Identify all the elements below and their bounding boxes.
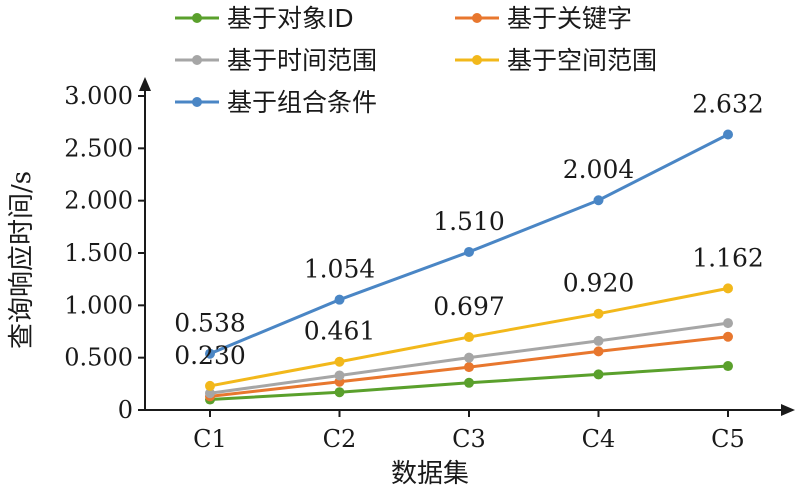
data-point — [723, 283, 733, 294]
data-label: 2.632 — [692, 90, 764, 119]
data-point — [593, 346, 604, 357]
data-point — [334, 294, 345, 305]
data-point — [723, 331, 733, 342]
data-point — [593, 195, 604, 206]
x-axis-arrow — [781, 404, 795, 416]
data-labels: 0.538 1.054 1.510 2.004 2.632 0.230 0.461 0.697… — [174, 90, 764, 370]
y-tick-label: 2.500 — [64, 134, 133, 162]
data-point — [464, 362, 474, 373]
axes: 0 0.500 1.000 1.500 2.000 2.500 3.000 C1 C2 C3 C4 C… — [64, 77, 795, 453]
data-label: 0.230 — [174, 341, 246, 370]
data-point — [464, 352, 474, 363]
legend-swatch-marker — [192, 55, 202, 65]
legend-label: 基于时间范围 — [227, 46, 377, 75]
y-tick-label: 2.000 — [64, 187, 133, 215]
legend-label: 基于空间范围 — [507, 46, 657, 75]
legend-label: 基于组合条件 — [227, 88, 377, 117]
legend-swatch-marker — [192, 97, 202, 107]
data-point — [334, 387, 345, 398]
x-axis-title: 数据集 — [391, 459, 469, 489]
data-label: 1.510 — [433, 207, 505, 236]
data-point — [464, 377, 474, 388]
legend-label: 基于对象ID — [227, 4, 354, 33]
y-tick-label: 1.000 — [64, 291, 133, 319]
data-label: 2.004 — [563, 155, 635, 184]
legend-swatch-marker — [192, 13, 202, 23]
data-label: 1.162 — [692, 243, 764, 272]
legend-swatch-marker — [472, 55, 482, 65]
y-axis-title: 查询响应时间/s — [7, 171, 37, 349]
legend-swatch-marker — [472, 13, 482, 23]
data-point — [593, 308, 604, 319]
data-point — [205, 348, 215, 359]
data-label: 0.538 — [174, 309, 246, 338]
y-tick-label: 3.000 — [64, 82, 133, 110]
data-label: 1.054 — [304, 255, 376, 284]
data-point — [205, 388, 215, 399]
x-tick-label: C1 — [193, 425, 227, 453]
data-label: 0.920 — [563, 269, 635, 298]
data-point — [593, 369, 604, 380]
x-tick-label: C5 — [711, 425, 745, 453]
legend-label: 基于关键字 — [507, 4, 632, 33]
data-point — [723, 361, 733, 372]
data-point — [464, 246, 474, 257]
data-point — [723, 318, 733, 329]
data-point — [593, 335, 604, 346]
y-tick-label: 1.500 — [64, 239, 133, 267]
data-point — [723, 129, 733, 140]
x-tick-label: C4 — [582, 425, 616, 453]
data-point — [205, 380, 215, 391]
x-tick-label: C3 — [452, 425, 486, 453]
y-tick-label: 0 — [118, 396, 133, 424]
series-layer — [205, 129, 733, 405]
data-label: 0.461 — [304, 317, 376, 346]
data-point — [464, 332, 474, 343]
data-label: 0.697 — [433, 292, 505, 321]
y-axis-arrow — [139, 77, 151, 91]
y-tick-label: 0.500 — [64, 344, 133, 372]
data-point — [334, 356, 345, 367]
x-tick-label: C2 — [323, 425, 357, 453]
data-point — [334, 370, 345, 381]
